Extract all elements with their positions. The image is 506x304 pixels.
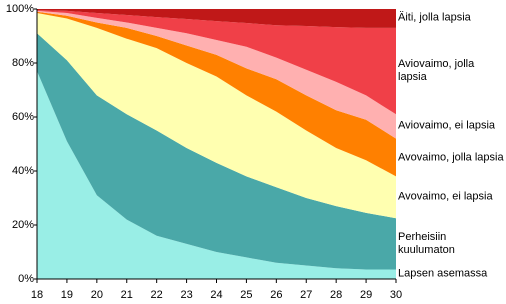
area — [37, 71, 396, 279]
legend-label: Aviovaimo, jolla lapsia — [398, 58, 475, 84]
x-tick-label: 20 — [91, 289, 103, 301]
legend-label: Avovaimo, jolla lapsia — [398, 151, 504, 163]
y-tick-label: 20% — [12, 219, 34, 231]
y-tick-label: 80% — [12, 57, 34, 69]
area — [37, 13, 396, 219]
x-tick-label: 19 — [61, 289, 73, 301]
legend-label: Avovaimo, ei lapsia — [398, 190, 493, 203]
x-tick-label: 30 — [390, 289, 402, 301]
legend-label: Aviovaimo, ei lapsia — [398, 119, 496, 132]
x-tick-label: 26 — [270, 289, 282, 301]
x-tick-label: 22 — [151, 289, 163, 301]
area — [37, 10, 396, 115]
x-tick-label: 18 — [31, 289, 43, 301]
x-tick-label: 21 — [121, 289, 133, 301]
legend-label: Lapsen asemassa — [398, 267, 488, 280]
x-tick-label: 23 — [180, 289, 192, 301]
y-tick-label: 0% — [18, 273, 34, 285]
x-tick-label: 28 — [330, 289, 342, 301]
x-tick-label: 27 — [300, 289, 312, 301]
area — [37, 9, 396, 28]
x-tick-label: 25 — [240, 289, 252, 301]
y-tick-label: 100% — [6, 3, 34, 15]
y-tick-label: 40% — [12, 165, 34, 177]
legend-label: Perheisiin kuulumaton — [398, 230, 455, 256]
y-tick-label: 60% — [12, 111, 34, 123]
x-tick-label: 29 — [360, 289, 372, 301]
area — [37, 33, 396, 270]
x-tick-label: 24 — [210, 289, 222, 301]
legend-label: Äiti, jolla lapsia — [398, 11, 471, 24]
